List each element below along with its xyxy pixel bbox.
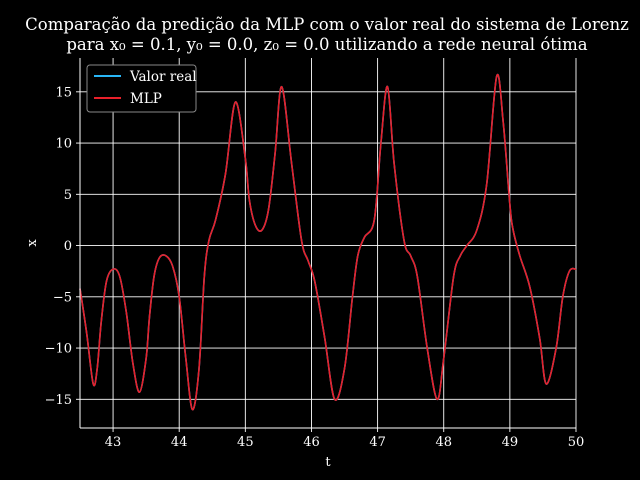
chart-title-line-2: para x₀ = 0.1, y₀ = 0.0, z₀ = 0.0 utiliz… [66, 35, 587, 54]
y-axis-label: x [25, 239, 40, 247]
x-tick-label: 47 [369, 435, 386, 450]
x-tick-label: 44 [171, 435, 188, 450]
y-tick-label: 10 [55, 137, 72, 152]
chart-title-line-1: Comparação da predição da MLP com o valo… [25, 15, 629, 34]
series-layer [79, 73, 577, 411]
legend: Valor real MLP [86, 64, 197, 113]
x-tick-label: 50 [568, 435, 585, 450]
y-tick-label: −10 [45, 342, 72, 357]
x-axis-label: t [325, 455, 331, 470]
y-tick-label: 5 [64, 188, 72, 203]
y-tick-label: −5 [53, 290, 72, 305]
x-tick-label: 48 [435, 435, 452, 450]
y-tick-label: 15 [55, 85, 72, 100]
legend-label-valor-real: Valor real [129, 69, 197, 85]
x-tick-label: 49 [502, 435, 519, 450]
x-tick-label: 45 [237, 435, 254, 450]
x-tick-label: 43 [105, 435, 122, 450]
y-tick-label: 0 [64, 239, 72, 254]
legend-label-mlp: MLP [130, 91, 162, 107]
x-tick-label: 46 [303, 435, 320, 450]
series-line-mlp [79, 73, 577, 411]
y-tick-label: −15 [45, 393, 72, 408]
